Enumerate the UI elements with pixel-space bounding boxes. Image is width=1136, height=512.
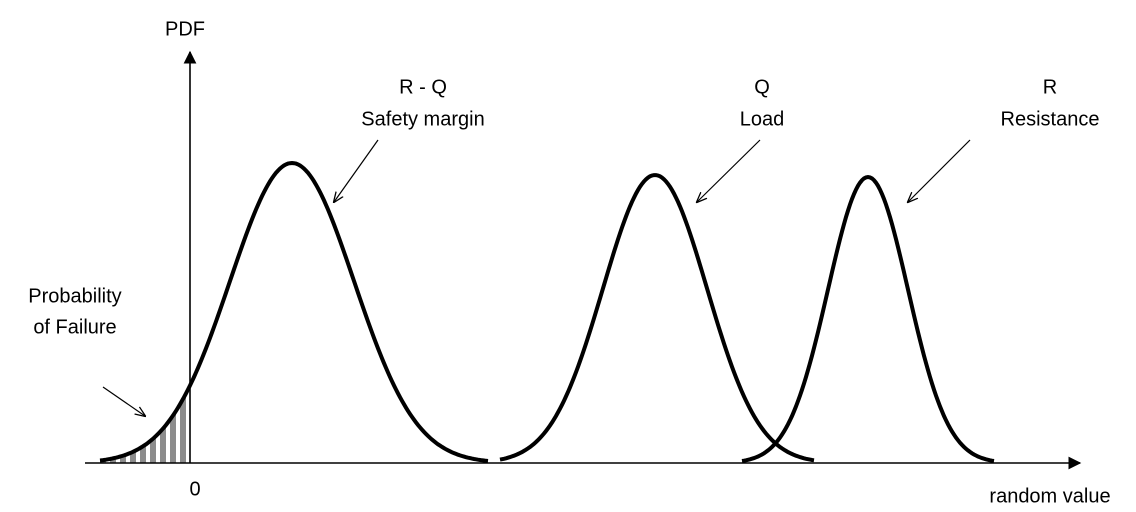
curve: [99, 160, 489, 463]
pointer: [102, 386, 145, 416]
pointer: [334, 139, 379, 202]
curve-symbol: R: [1043, 76, 1057, 98]
curve-name: Safety margin: [361, 108, 484, 130]
curve: [499, 173, 815, 463]
shapes: [99, 160, 995, 463]
x-axis-label: random value: [989, 485, 1110, 507]
annotation: of Failure: [33, 316, 116, 338]
annotation: Probability: [28, 285, 121, 307]
origin-label: 0: [189, 478, 200, 500]
failure-area: [100, 385, 190, 463]
pointer: [908, 139, 971, 202]
curve-symbol: Q: [754, 76, 770, 98]
curve-symbol: R - Q: [399, 76, 447, 98]
pointer: [697, 139, 761, 202]
curve-name: Load: [740, 108, 785, 130]
curve: [741, 174, 995, 463]
curve-name: Resistance: [1001, 108, 1100, 130]
y-axis-label: PDF: [165, 18, 205, 40]
